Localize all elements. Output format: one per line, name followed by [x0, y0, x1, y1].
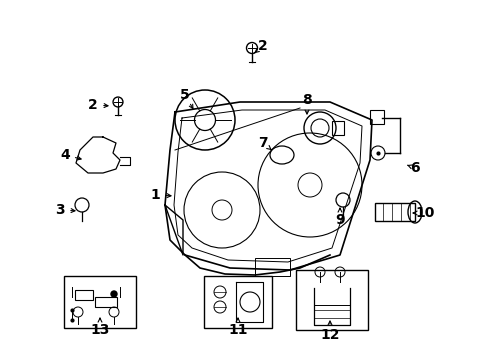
Bar: [254, 258, 289, 276]
Text: 12: 12: [320, 328, 339, 342]
Text: 5: 5: [180, 88, 189, 102]
Text: 13: 13: [90, 323, 109, 337]
Bar: [331, 121, 343, 135]
Bar: [369, 110, 383, 124]
Text: 10: 10: [414, 206, 434, 220]
Bar: [64, 276, 136, 328]
Bar: [374, 203, 414, 221]
Text: 2: 2: [88, 98, 98, 112]
Bar: [203, 276, 271, 328]
Text: 8: 8: [302, 93, 311, 107]
Bar: [75, 290, 93, 300]
Text: 1: 1: [150, 188, 160, 202]
Bar: [95, 297, 117, 307]
Circle shape: [111, 291, 117, 297]
Bar: [295, 270, 367, 330]
Text: 7: 7: [258, 136, 267, 150]
Text: 3: 3: [55, 203, 65, 217]
Text: 4: 4: [60, 148, 70, 162]
Text: 6: 6: [409, 161, 419, 175]
Text: 9: 9: [334, 213, 344, 227]
Text: 11: 11: [228, 323, 247, 337]
Text: 2: 2: [258, 39, 267, 53]
